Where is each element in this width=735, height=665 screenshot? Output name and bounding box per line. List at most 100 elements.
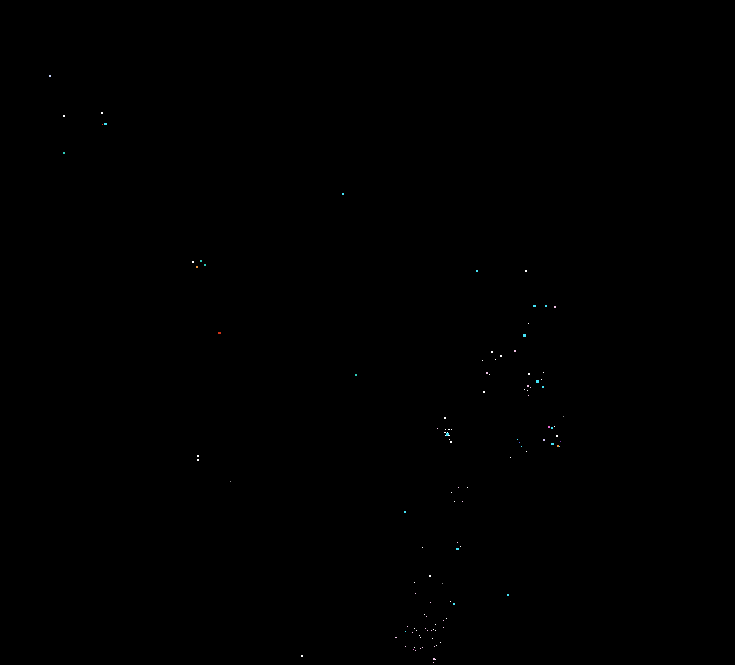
star [424,614,425,615]
star [420,637,421,638]
star [101,112,103,114]
star [437,428,438,429]
star [491,351,493,353]
star [405,631,406,632]
star [446,618,447,619]
star [557,445,559,447]
star [483,391,485,393]
star [422,647,423,648]
star [433,629,434,630]
star [517,439,518,440]
star [527,385,529,387]
star [415,650,416,651]
star [413,649,414,650]
star [192,261,194,263]
star [545,305,547,307]
star [414,647,415,648]
star [435,624,436,625]
star [102,124,103,125]
star [467,487,468,488]
star [440,642,441,643]
star [559,446,560,447]
star [542,386,544,388]
star [551,443,554,445]
star [444,417,446,419]
star [541,379,542,380]
star [458,487,459,488]
star [355,374,357,376]
star [543,372,544,373]
star [442,583,443,584]
star [560,441,561,442]
star [425,628,426,629]
star [414,582,415,583]
star [429,575,431,577]
star [196,266,198,268]
star [301,655,303,657]
star [419,635,420,636]
star [435,630,436,631]
star [450,441,452,443]
star [476,270,478,272]
star [489,374,490,375]
star [449,439,450,440]
star [49,75,51,77]
star [432,638,433,639]
star [543,439,545,441]
star [416,630,417,631]
star [563,416,564,417]
star [554,306,556,308]
star [445,435,446,436]
star [435,659,436,660]
star [436,645,437,646]
star [420,648,421,649]
star [482,360,483,361]
star [443,620,444,621]
star [395,637,397,638]
star [63,152,65,154]
star [528,323,529,324]
star [443,627,444,628]
star [530,387,531,388]
star [527,390,528,391]
star [460,546,461,547]
star [514,350,516,352]
star [456,548,459,550]
star [454,501,455,502]
star [431,630,432,631]
star [218,332,221,334]
star [533,305,536,307]
star [446,433,449,436]
star [197,459,199,461]
star [433,658,435,660]
star [422,547,423,548]
star [453,603,455,605]
star [342,193,344,195]
star [525,270,527,272]
star [448,429,450,430]
star [457,542,458,543]
star [405,646,406,647]
star [204,264,206,266]
star [451,429,452,430]
star [230,481,231,482]
star [528,373,530,375]
star [451,492,452,493]
star [448,435,450,436]
star [556,435,558,437]
star [447,432,448,433]
star [500,355,502,357]
star [414,628,415,629]
star [415,593,416,594]
star [434,646,435,647]
star [526,451,527,452]
star [495,359,496,360]
star [200,260,202,262]
star [536,380,539,383]
star [426,616,427,617]
star [524,389,525,390]
star [486,372,488,374]
star [551,427,553,429]
star [450,601,451,602]
